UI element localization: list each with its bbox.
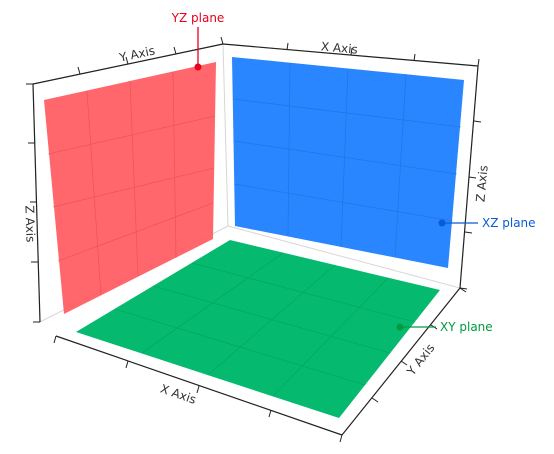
xz-plane [232,57,464,268]
xz-plane-surface [232,57,464,268]
y-axis-title-bottom: Y Axis [404,341,438,379]
z-axis-title-right: Z Axis [473,165,490,203]
yz-plane [44,62,216,314]
yz-plane-callout: YZ plane [171,11,225,71]
xz-callout-marker [438,219,446,227]
x-axis-title-top: X Axis [320,39,358,56]
yz-callout-marker [194,63,202,71]
xy-plane-label: XY plane [440,320,493,334]
x-axis-line [55,335,343,436]
yz-plane-grid [47,71,216,296]
xy-plane-surface [76,240,440,418]
xy-plane-callout: XY plane [396,320,493,334]
xy-plane [76,240,440,418]
x-axis-title-bottom: X Axis [159,382,198,407]
xy-plane-grid [114,252,416,397]
xz-plane-callout: XZ plane [438,216,536,230]
xz-plane-label: XZ plane [482,216,536,230]
z-axis-line [32,83,41,323]
yz-plane-label: YZ plane [171,11,225,25]
xz-plane-grid [232,62,462,258]
x-axis-top-line [222,43,479,67]
xy-callout-marker [396,323,404,331]
z-axis-title-left: Z Axis [22,205,37,242]
